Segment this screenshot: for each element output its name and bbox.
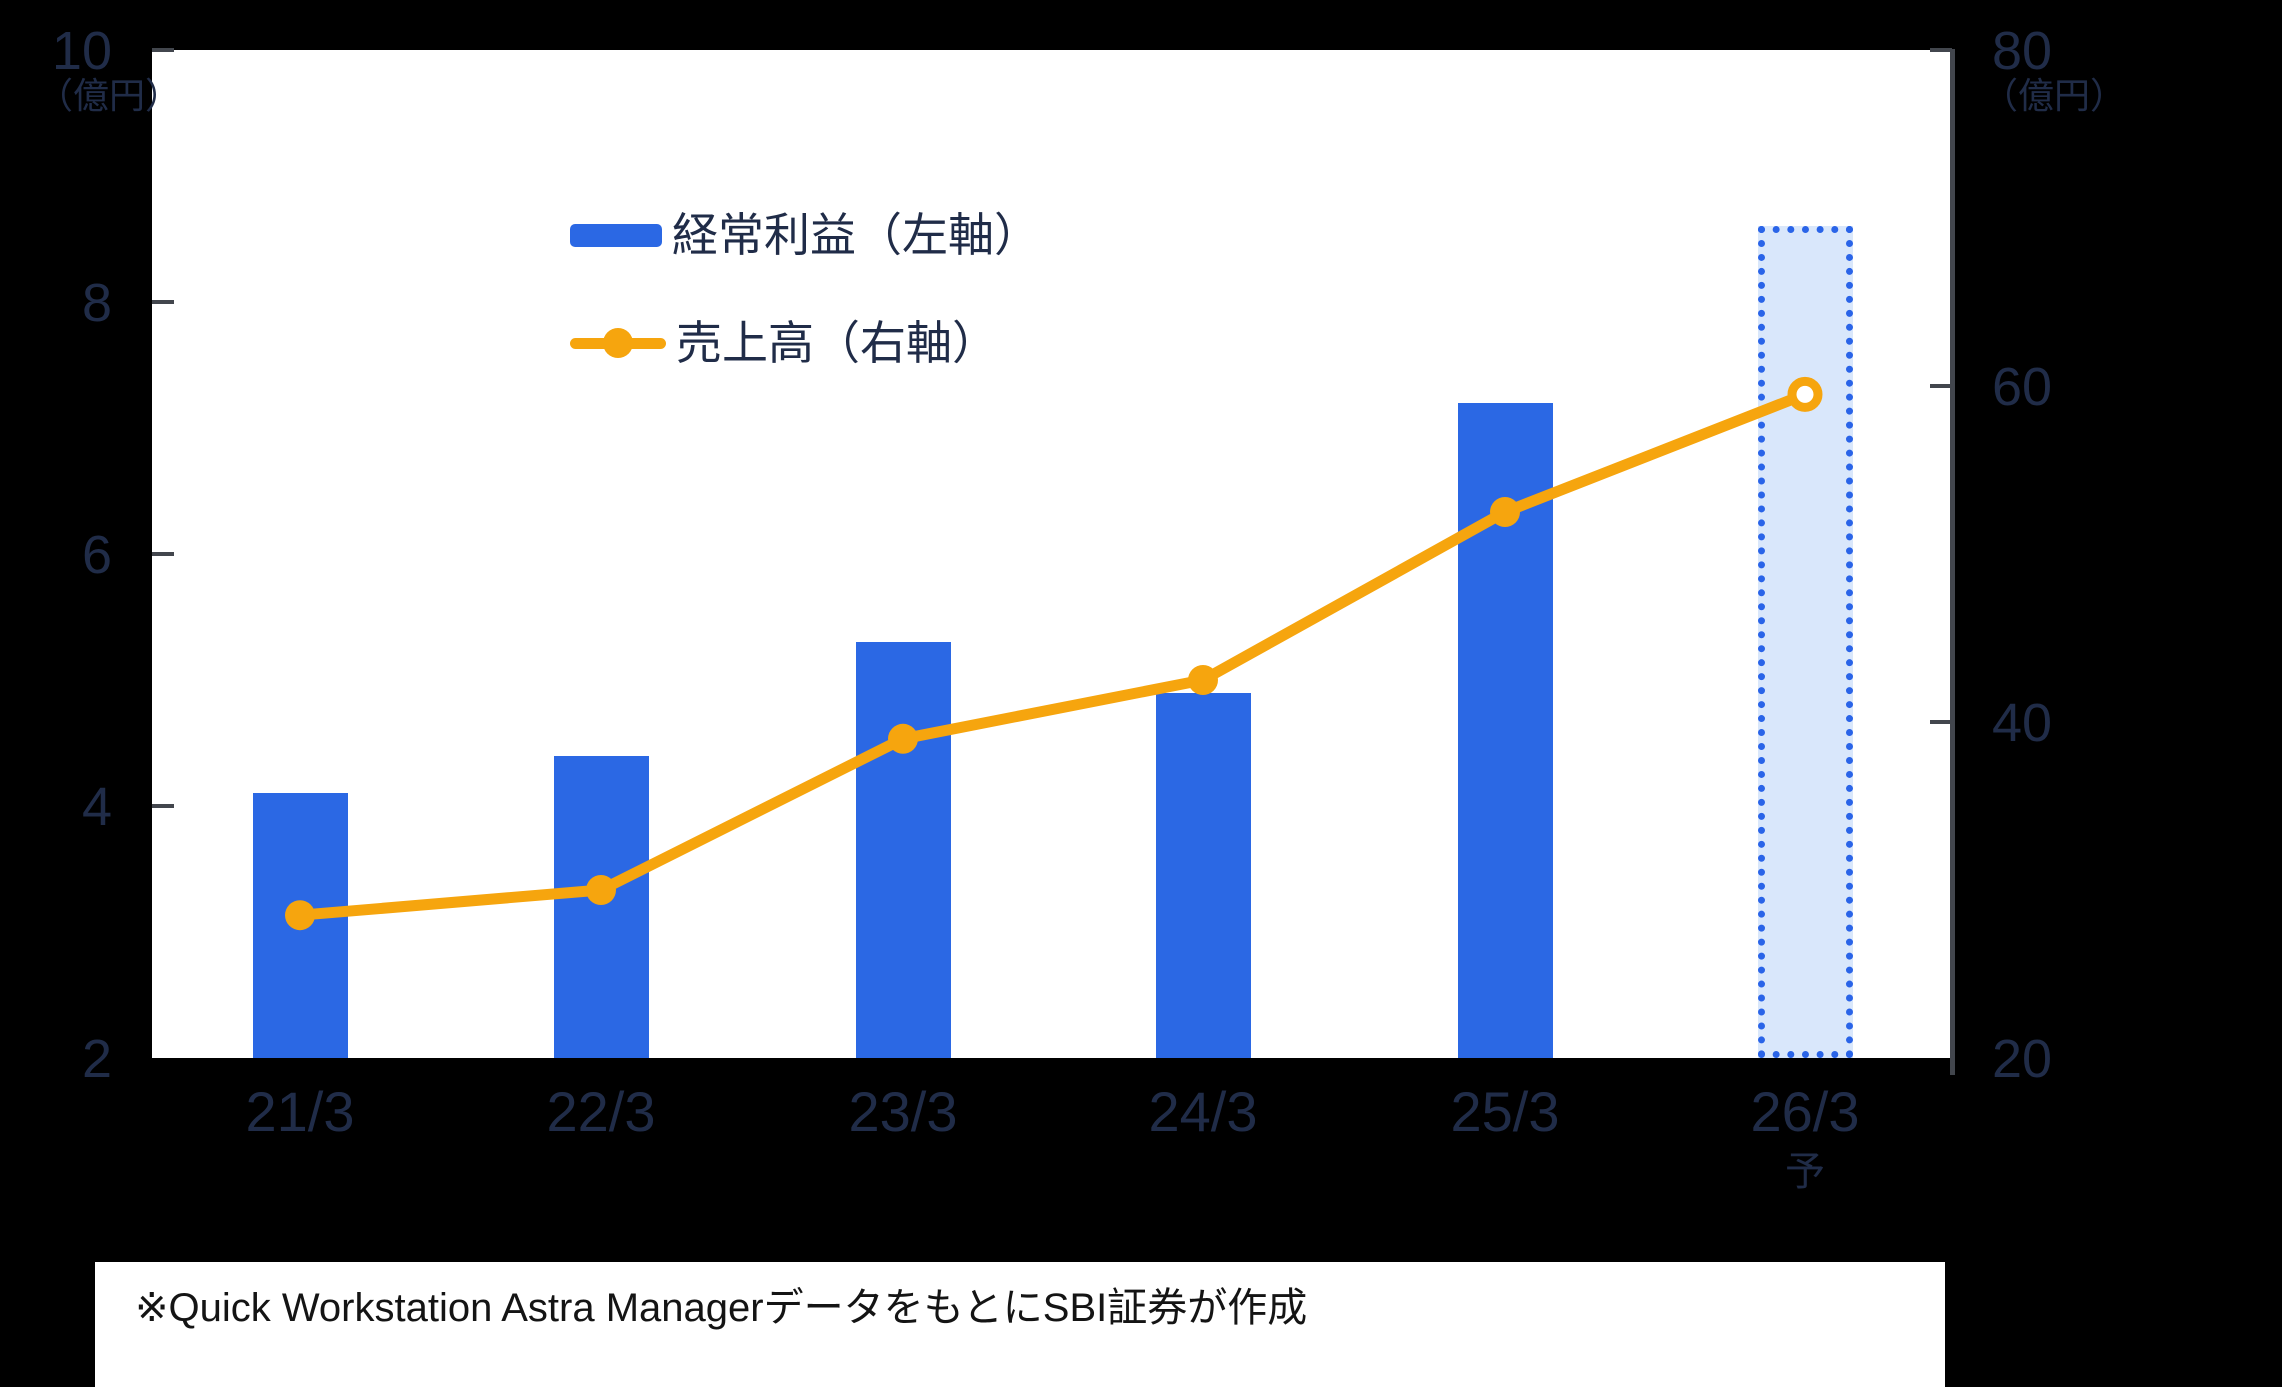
source-note-text: ※Quick Workstation Astra ManagerデータをもとにS… <box>135 1286 1308 1330</box>
bar <box>553 755 649 1058</box>
left-axis-tick-label: 6 <box>81 525 112 585</box>
legend-item-revenue: 売上高（右軸） <box>570 298 1040 388</box>
legend-item-ordinary-profit: 経常利益（左軸） <box>570 190 1040 280</box>
forecast-flag-label: 予 <box>1785 1150 1825 1194</box>
data-marker-icon <box>888 723 918 754</box>
x-axis-label: 21/3 <box>245 1080 355 1143</box>
left-tickmark <box>152 48 174 52</box>
left-axis-tick-label: 8 <box>81 273 112 333</box>
line-swatch-marker-icon <box>603 328 633 358</box>
left-tickmark <box>152 300 174 304</box>
data-marker-icon <box>1490 497 1520 527</box>
x-axis-label: 24/3 <box>1148 1080 1258 1143</box>
source-note-bar: ※Quick Workstation Astra ManagerデータをもとにS… <box>95 1262 1945 1387</box>
x-axis-label: 26/3 <box>1750 1080 1860 1143</box>
right-axis-tick-label: 40 <box>1992 693 2053 753</box>
data-marker-icon <box>1188 665 1218 695</box>
bar <box>855 642 951 1058</box>
right-tickmark <box>1930 720 1952 724</box>
line-series-swatch <box>570 328 666 358</box>
x-axis-label: 22/3 <box>546 1080 656 1143</box>
revenue-line <box>294 388 1811 921</box>
data-marker-icon <box>586 875 616 905</box>
bar <box>1155 692 1251 1058</box>
right-tickmark <box>1930 384 1952 388</box>
plot-area: 経常利益（左軸） 売上高（右軸） <box>152 48 1952 1058</box>
left-tickmark <box>152 804 174 808</box>
right-axis-spine <box>1950 49 1955 1075</box>
data-marker-icon <box>285 900 315 931</box>
revenue-line-layer <box>285 376 1823 931</box>
bar-forecast <box>1757 226 1853 1058</box>
bar-series-swatch <box>570 223 662 247</box>
x-axis-label: 23/3 <box>848 1080 958 1143</box>
data-marker-forecast-icon <box>1787 376 1823 412</box>
right-axis-tick-label: 80 <box>1992 21 2053 81</box>
right-axis-tick-label: 20 <box>1992 1029 2053 1089</box>
left-axis-unit: （億円） <box>37 75 182 116</box>
left-axis-tick-label: 10 <box>51 21 112 81</box>
x-axis-label: 25/3 <box>1450 1080 1560 1143</box>
right-axis-tick-label: 60 <box>1992 357 2053 417</box>
right-tickmark <box>1930 48 1952 52</box>
legend: 経常利益（左軸） 売上高（右軸） <box>570 190 1040 388</box>
left-tickmark <box>152 552 174 556</box>
left-axis-tick-label: 2 <box>81 1029 112 1089</box>
line-series-label: 売上高（右軸） <box>676 316 998 369</box>
bar-series-label: 経常利益（左軸） <box>672 208 1040 261</box>
right-axis-unit: （億円） <box>1982 75 2127 116</box>
left-axis-tick-label: 4 <box>81 777 112 837</box>
